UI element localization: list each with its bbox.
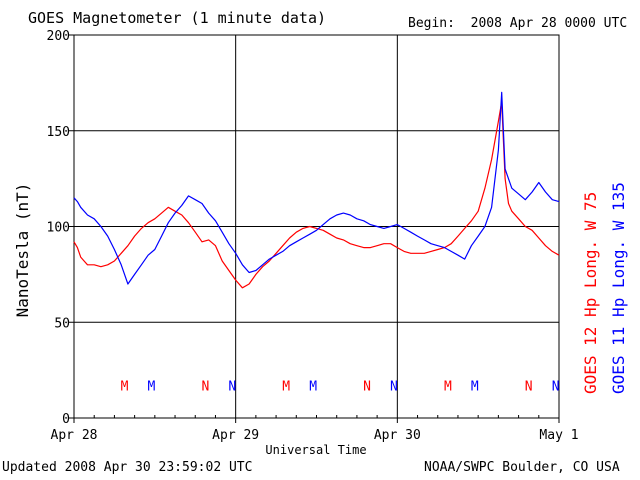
grid xyxy=(74,35,559,418)
y-axis-label: NanoTesla (nT) xyxy=(13,183,32,318)
y-tick-label: 0 xyxy=(62,412,70,427)
updated-time: Updated 2008 Apr 30 23:59:02 UTC xyxy=(2,460,253,475)
y-tick-label: 50 xyxy=(54,316,70,331)
series-goes12-line xyxy=(73,101,560,289)
noon-marker: N xyxy=(390,379,398,394)
legend-goes12: GOES 12 Hp Long. W 75 xyxy=(581,192,600,394)
legend-goes11: GOES 11 Hp Long. W 135 xyxy=(609,182,628,394)
noon-marker: N xyxy=(552,379,560,394)
data-source: NOAA/SWPC Boulder, CO USA xyxy=(424,460,620,475)
x-tick-label: May 1 xyxy=(539,428,578,443)
midnight-marker: M xyxy=(309,379,317,394)
noon-marker: N xyxy=(363,379,371,394)
series-goes11-line xyxy=(73,91,560,285)
midnight-marker: M xyxy=(148,379,156,394)
chart-title: GOES Magnetometer (1 minute data) xyxy=(28,9,327,27)
midnight-marker: M xyxy=(471,379,479,394)
noon-marker: N xyxy=(201,379,209,394)
x-axis-label: Universal Time xyxy=(265,443,366,457)
y-tick-label: 150 xyxy=(47,125,70,140)
y-tick-label: 200 xyxy=(47,29,70,44)
x-tick-label: Apr 29 xyxy=(212,428,259,443)
x-tick-label: Apr 30 xyxy=(374,428,421,443)
series-lines xyxy=(73,91,560,289)
x-tick-label: Apr 28 xyxy=(51,428,98,443)
noon-marker: N xyxy=(525,379,533,394)
begin-time: Begin: 2008 Apr 28 0000 UTC xyxy=(408,16,628,31)
x-axis-ticks: Apr 28 Apr 29 Apr 30 May 1 xyxy=(51,415,579,443)
y-axis-ticks: 0 50 100 150 200 xyxy=(47,29,74,427)
midnight-marker: M xyxy=(121,379,129,394)
y-tick-label: 100 xyxy=(47,221,70,236)
noon-marker: N xyxy=(228,379,236,394)
midnight-marker: M xyxy=(282,379,290,394)
midnight-marker: M xyxy=(444,379,452,394)
